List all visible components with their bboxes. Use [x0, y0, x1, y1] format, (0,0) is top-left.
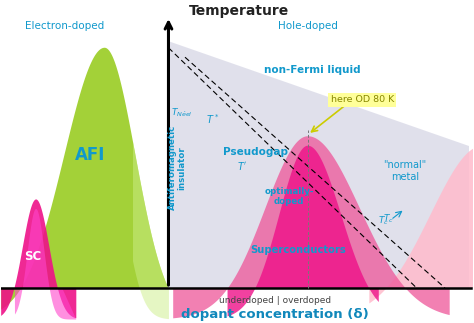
Text: Pseudogap: Pseudogap	[223, 147, 288, 157]
Text: $T_c$: $T_c$	[383, 213, 394, 225]
Text: $T'$: $T'$	[237, 160, 247, 172]
Polygon shape	[1, 48, 169, 310]
Text: AFI: AFI	[75, 146, 106, 164]
Text: Hole-doped: Hole-doped	[278, 21, 338, 31]
Text: Superconductors: Superconductors	[251, 245, 346, 255]
Polygon shape	[369, 149, 474, 303]
Text: "normal"
metal: "normal" metal	[383, 160, 427, 182]
Polygon shape	[15, 209, 76, 319]
Polygon shape	[228, 146, 379, 317]
Text: non-Fermi liquid: non-Fermi liquid	[264, 65, 361, 75]
Text: $T_{N\acute{e}el}$: $T_{N\acute{e}el}$	[171, 106, 192, 119]
Text: Electron-doped: Electron-doped	[25, 21, 104, 31]
Text: Antiferomagnetic
insulator: Antiferomagnetic insulator	[168, 125, 186, 211]
Polygon shape	[168, 41, 469, 288]
Text: $T^*$: $T^*$	[206, 112, 219, 126]
Text: here OD 80 K: here OD 80 K	[331, 95, 394, 104]
Polygon shape	[1, 199, 76, 318]
Text: dopant concentration (δ): dopant concentration (δ)	[181, 308, 369, 321]
Polygon shape	[133, 142, 169, 319]
Text: SC: SC	[24, 250, 41, 263]
Text: underdoped | overdoped: underdoped | overdoped	[219, 296, 331, 305]
Text: $T_c$: $T_c$	[378, 214, 389, 227]
Text: optimally-
doped: optimally- doped	[264, 187, 314, 206]
Text: Temperature: Temperature	[189, 4, 290, 18]
Polygon shape	[173, 136, 450, 318]
